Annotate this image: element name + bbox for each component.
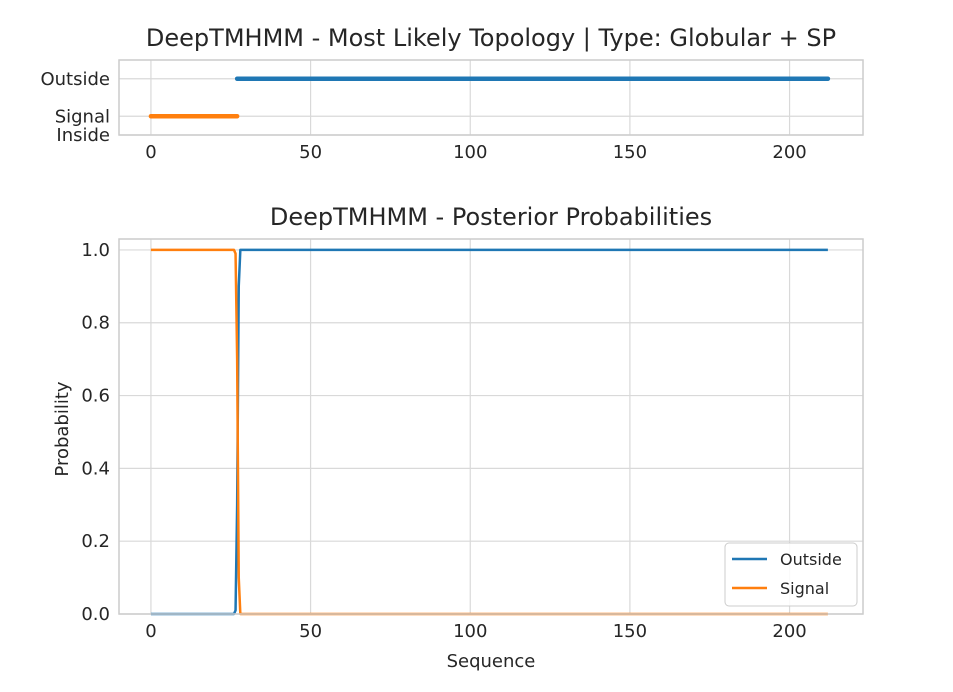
posterior-x-tick-label: 50 [299,621,322,642]
topology-x-tick-label: 150 [613,142,647,163]
posterior-y-axis-label: Probability [52,381,73,476]
posterior-x-tick-label: 200 [772,621,806,642]
posterior-legend: Outside Signal [724,542,858,607]
topology-x-tick-label: 200 [772,142,806,163]
posterior-x-tick-label: 100 [453,621,487,642]
topology-x-tick-label: 50 [299,142,322,163]
posterior-plot-frame [118,238,864,615]
topology-chart-title: DeepTMHMM - Most Likely Topology | Type:… [146,24,836,52]
posterior-x-tick-label: 150 [613,621,647,642]
topology-chart: DeepTMHMM - Most Likely Topology | Type:… [40,24,864,163]
posterior-y-tick-label: 1.0 [81,240,110,261]
legend-signal-label: Signal [780,579,829,598]
posterior-y-tick-label: 0.4 [81,458,110,479]
posterior-y-ticks: 0.0 0.2 0.4 0.6 0.8 1.0 [81,240,110,625]
posterior-x-axis-label: Sequence [447,651,536,672]
topology-series-group [148,76,831,119]
legend-outside-label: Outside [780,550,842,569]
posterior-y-tick-label: 0.8 [81,313,110,334]
topology-x-tick-label: 100 [453,142,487,163]
topology-y-tick-label: Outside [40,69,110,90]
topology-x-tick-label: 0 [145,142,156,163]
topology-grid [119,60,863,136]
posterior-x-ticks: 0 50 100 150 200 [145,621,807,642]
posterior-y-tick-label: 0.6 [81,386,110,407]
posterior-y-tick-label: 0.2 [81,531,110,552]
posterior-x-tick-label: 0 [145,621,156,642]
topology-y-tick-label: Signal [55,106,110,127]
topology-y-tick-label: Inside [56,125,110,146]
topology-plot-frame [118,59,864,136]
posterior-y-tick-label: 0.0 [81,604,110,625]
posterior-chart: DeepTMHMM - Posterior Probabilities 0 50 1… [52,203,864,672]
posterior-chart-title: DeepTMHMM - Posterior Probabilities [270,203,712,231]
topology-x-ticks: 0 50 100 150 200 [145,142,807,163]
